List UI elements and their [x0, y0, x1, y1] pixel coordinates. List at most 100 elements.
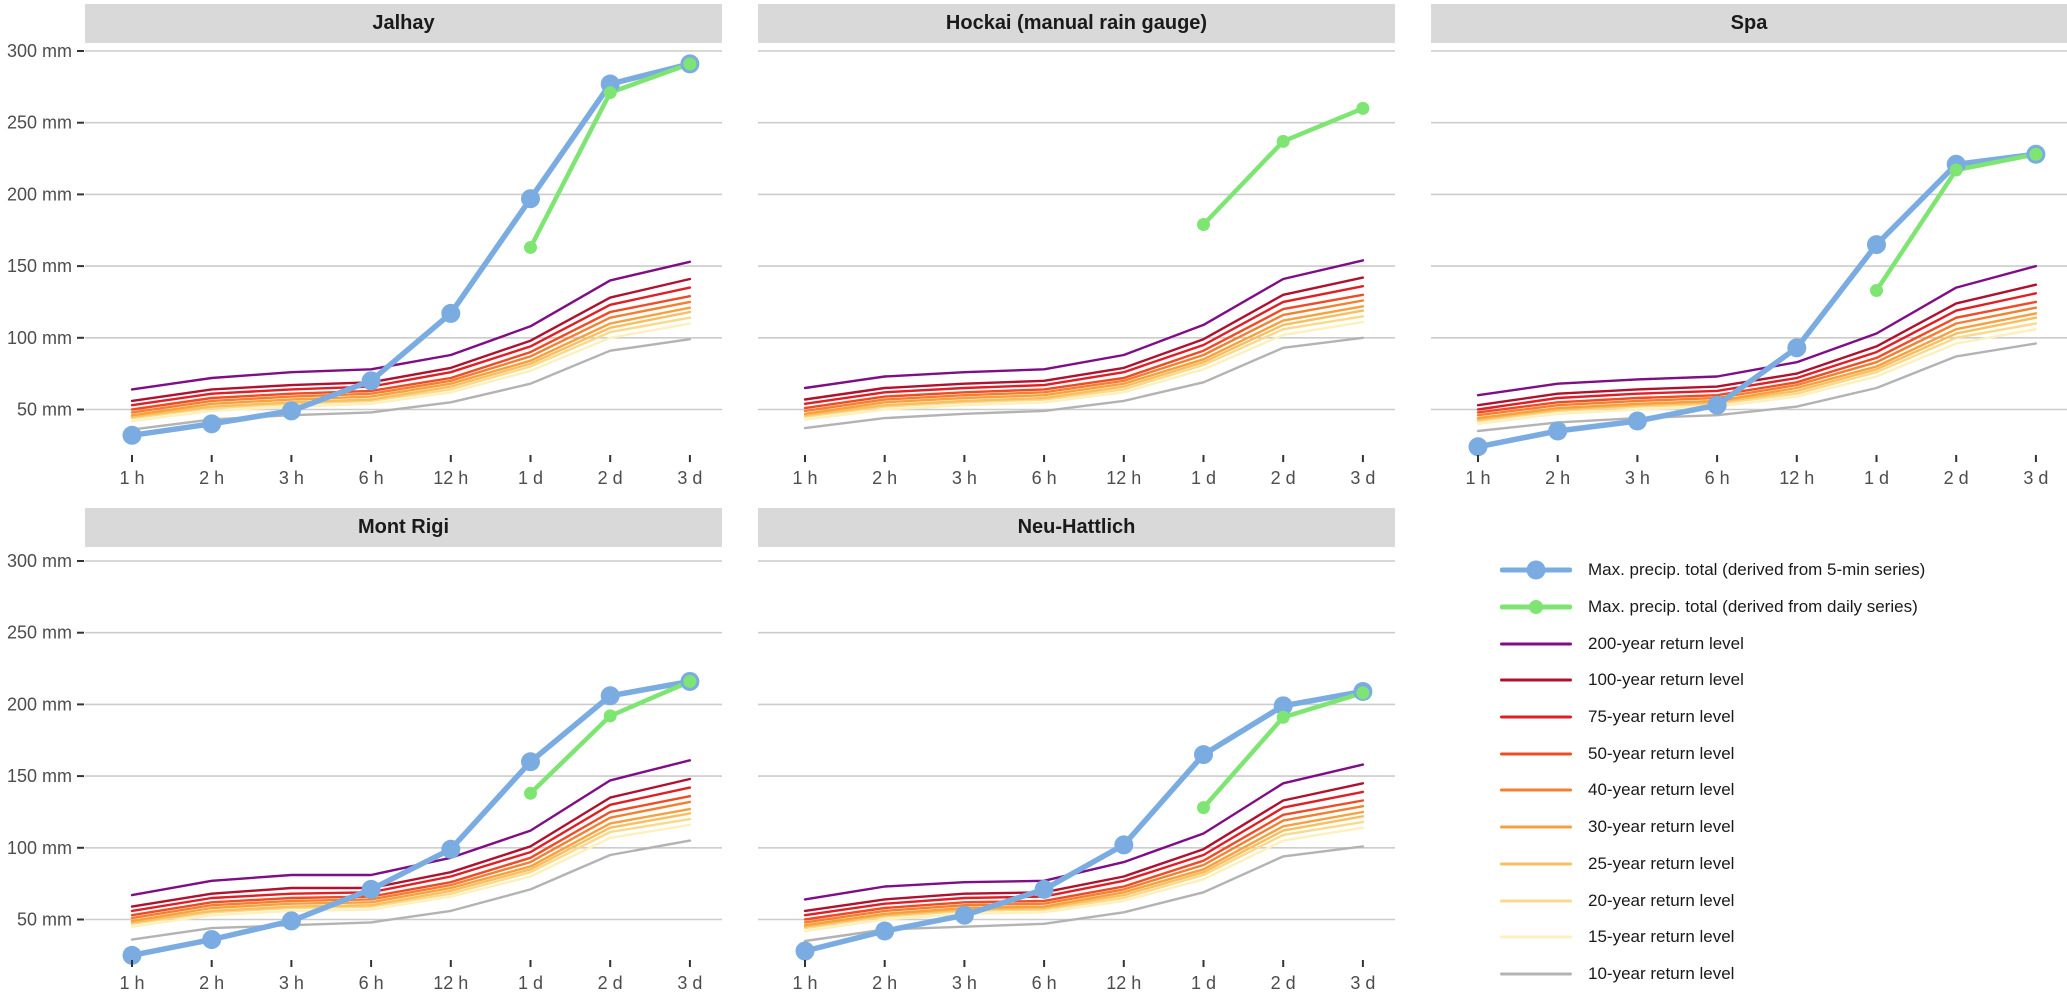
five-min-data-point: [1194, 745, 1213, 765]
return-level-line-75yr: [130, 286, 692, 407]
x-axis-label: 1 h: [792, 973, 817, 993]
legend-line-icon: [1500, 678, 1572, 682]
x-axis-label: 12 h: [1106, 468, 1141, 488]
legend-label: 75-year return level: [1588, 707, 1735, 727]
return-level-swatch-icon: [1500, 820, 1572, 834]
return-level-line-75yr: [130, 786, 692, 913]
return-level-line-100yr: [803, 782, 1365, 913]
return-level-swatch-icon: [1500, 747, 1572, 761]
five-min-data-point: [441, 839, 461, 859]
daily-data-point: [2029, 147, 2043, 161]
x-axis-label: 3 h: [952, 468, 977, 488]
y-axis-label: 300 mm: [7, 41, 72, 61]
five-min-data-point: [1787, 338, 1807, 358]
return-level-line-40yr: [130, 300, 692, 414]
return-level-line-40yr: [1476, 306, 2038, 417]
return-level-line-25yr: [803, 815, 1365, 928]
five-min-series-line: [1475, 151, 2039, 450]
legend-item: Max. precip. total (derived from 5-min s…: [1500, 552, 1925, 589]
x-axis-label: 12 h: [1106, 973, 1141, 993]
legend-point-icon: [1529, 600, 1543, 615]
x-axis-label: 3 d: [677, 973, 702, 993]
legend-line-icon: [1500, 862, 1572, 866]
y-axis-label: 200 mm: [7, 694, 72, 714]
daily-data-point: [603, 86, 617, 100]
five-min-data-point: [954, 905, 974, 925]
five-min-data-point: [441, 303, 461, 323]
five-min-data-point: [875, 921, 895, 941]
legend-line-icon: [1500, 752, 1572, 756]
x-axis-label: 6 h: [1032, 468, 1057, 488]
legend-line-icon: [1500, 899, 1572, 903]
return-level-line-25yr: [130, 812, 692, 924]
daily-data-point: [603, 709, 617, 723]
x-axis-label: 12 h: [433, 973, 468, 993]
return-level-line-40yr: [803, 299, 1365, 413]
x-axis-label: 1 d: [1864, 468, 1889, 488]
x-axis-label: 2 h: [872, 468, 897, 488]
return-level-line-30yr: [130, 807, 692, 923]
x-axis-label: 1 h: [119, 468, 144, 488]
return-level-swatch-icon: [1500, 783, 1572, 797]
x-axis-label: 2 h: [1545, 468, 1570, 488]
return-level-swatch-icon: [1500, 967, 1572, 981]
y-axis-label: 200 mm: [7, 184, 72, 204]
return-level-line-200yr: [1476, 264, 2038, 397]
five-min-data-point: [1273, 696, 1293, 716]
five-min-data-point: [281, 401, 301, 421]
facet-title: Neu-Hattlich: [1017, 516, 1136, 538]
legend-label: 10-year return level: [1588, 963, 1735, 983]
y-axis-label: 100 mm: [7, 838, 72, 858]
y-axis-label: 250 mm: [7, 623, 72, 643]
five-min-data-point: [1548, 421, 1568, 441]
facet-strip-hockai: Hockai (manual rain gauge): [758, 4, 1395, 43]
return-level-line-20yr: [130, 817, 692, 925]
return-level-line-100yr: [803, 276, 1365, 401]
five-min-series-swatch-icon: [1500, 560, 1572, 580]
return-level-line-30yr: [803, 810, 1365, 927]
x-axis-label: 2 d: [1944, 468, 1969, 488]
return-level-line-10yr: [130, 839, 692, 941]
daily-data-point: [1276, 134, 1290, 148]
legend-label: 40-year return level: [1588, 780, 1735, 800]
x-axis-label: 2 d: [598, 468, 623, 488]
five-min-data-point: [1867, 235, 1886, 255]
return-level-line-25yr: [130, 310, 692, 418]
return-level-swatch-icon: [1500, 930, 1572, 944]
x-axis-label: 1 h: [1465, 468, 1490, 488]
five-min-data-point: [202, 930, 222, 950]
legend-line-icon: [1500, 642, 1572, 646]
five-min-data-point: [521, 189, 540, 209]
return-level-line-40yr: [130, 800, 692, 920]
facet-title: Jalhay: [372, 12, 435, 34]
return-level-line-15yr: [803, 320, 1365, 421]
x-axis-label: 6 h: [1705, 468, 1730, 488]
x-axis-label: 2 h: [199, 973, 224, 993]
legend-item: 20-year return level: [1500, 882, 1925, 919]
legend-label: 30-year return level: [1588, 817, 1735, 837]
legend-line-icon: [1500, 935, 1572, 939]
return-level-line-15yr: [803, 826, 1365, 933]
return-level-line-200yr: [130, 260, 692, 391]
return-level-line-20yr: [1476, 322, 2038, 423]
x-axis-label: 3 d: [1350, 468, 1375, 488]
legend-item: 10-year return level: [1500, 956, 1925, 993]
return-level-line-100yr: [130, 777, 692, 908]
daily-data-point: [1197, 801, 1210, 815]
return-level-line-75yr: [803, 285, 1365, 405]
return-level-line-100yr: [130, 277, 692, 403]
facet-strip-spa: Spa: [1431, 4, 2067, 43]
x-axis-label: 1 h: [792, 468, 817, 488]
legend-item: 30-year return level: [1500, 809, 1925, 846]
legend-item: 75-year return level: [1500, 699, 1925, 736]
return-level-line-15yr: [130, 823, 692, 928]
return-level-line-100yr: [1476, 283, 2038, 407]
legend-label: 50-year return level: [1588, 743, 1735, 763]
daily-data-point: [1276, 710, 1290, 724]
legend-point-icon: [1526, 560, 1546, 580]
five-min-data-point: [795, 941, 815, 961]
legend-line-icon: [1500, 972, 1572, 976]
y-axis-label: 250 mm: [7, 113, 72, 133]
return-level-line-30yr: [130, 306, 692, 417]
facet-title: Hockai (manual rain gauge): [945, 12, 1208, 34]
